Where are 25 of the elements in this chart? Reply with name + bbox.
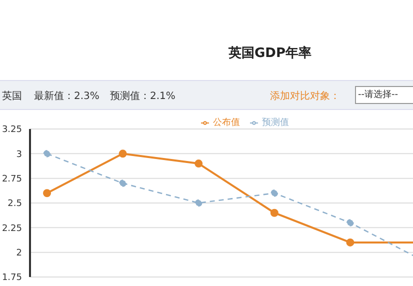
point bbox=[43, 189, 51, 198]
point bbox=[194, 199, 202, 207]
text: 最新值：2.3% bbox=[34, 90, 100, 103]
point bbox=[346, 238, 354, 246]
y-tick-label: 2.5 bbox=[8, 199, 22, 210]
y-tick-label: 2.25 bbox=[2, 224, 22, 234]
legend-label: 预测值 bbox=[262, 118, 289, 128]
text: 英国 bbox=[2, 90, 22, 103]
point bbox=[43, 150, 51, 158]
select-field: --请选择-- bbox=[355, 86, 413, 104]
legend-label: 公布值 bbox=[213, 118, 240, 128]
y-tick-label: 2.75 bbox=[2, 174, 22, 185]
y-tick-label: 3 bbox=[16, 150, 22, 160]
point bbox=[118, 150, 127, 158]
point bbox=[346, 219, 354, 226]
y-tick-label: 3.25 bbox=[2, 125, 22, 136]
text: 添加对比对象： bbox=[270, 90, 340, 103]
y-tick-label: 2 bbox=[16, 248, 22, 259]
point bbox=[194, 160, 203, 168]
point bbox=[270, 189, 278, 197]
y-tick-label: 1.75 bbox=[2, 273, 22, 284]
chart-title: 英国GDP年率 bbox=[228, 44, 312, 62]
text: 预测值：2.1% bbox=[110, 90, 176, 103]
point bbox=[119, 180, 126, 187]
point bbox=[270, 208, 278, 217]
